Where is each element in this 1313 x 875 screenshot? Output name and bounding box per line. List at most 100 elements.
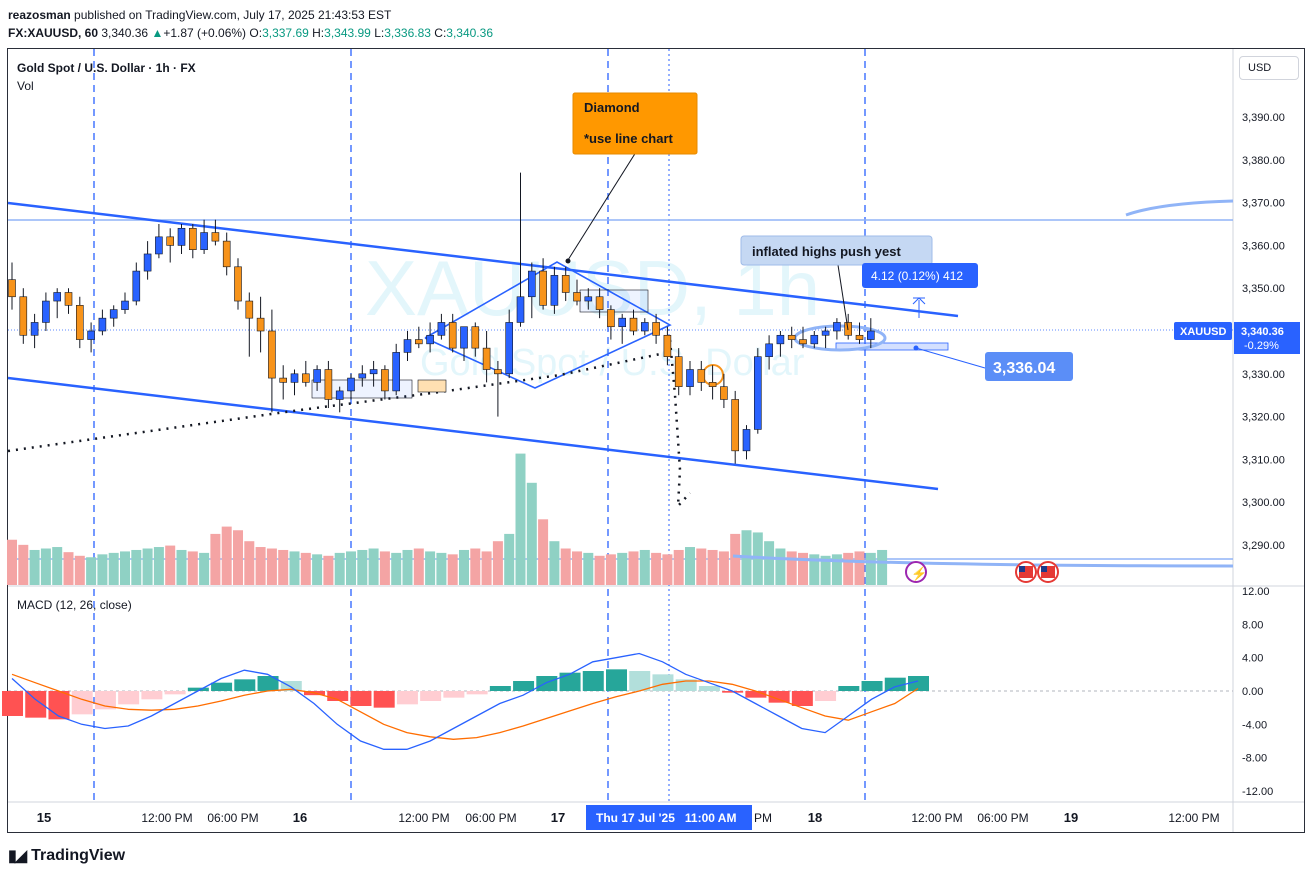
candle-body xyxy=(833,322,841,332)
candle xyxy=(369,360,378,387)
volume-bar xyxy=(865,552,876,585)
candle xyxy=(561,266,570,302)
symbol-label: FX:XAUUSD, 60 xyxy=(8,26,99,40)
candle-body xyxy=(652,322,660,336)
diamond-callout-box[interactable] xyxy=(572,92,698,155)
macd-histogram-bar xyxy=(443,691,465,698)
macd-histogram-bar xyxy=(373,691,395,708)
candle xyxy=(347,373,355,400)
macd-histogram-bar xyxy=(675,679,697,691)
open-label: O: xyxy=(249,26,263,40)
candle xyxy=(494,360,502,417)
currency-button[interactable]: USD xyxy=(1239,56,1299,80)
candle xyxy=(866,318,875,349)
volume-bar xyxy=(594,555,605,585)
diamond-pointer-dot xyxy=(565,258,571,264)
volume-bar xyxy=(504,533,515,585)
candle-body xyxy=(629,317,638,332)
macd-histogram-bar xyxy=(489,686,511,691)
candle-body xyxy=(87,330,95,340)
candle-body xyxy=(279,377,288,383)
candle-body xyxy=(324,369,333,400)
volume-bar xyxy=(165,545,176,585)
price-range-box xyxy=(835,342,949,351)
volume-bar xyxy=(809,554,820,585)
candle-body xyxy=(607,309,615,328)
volume-bar xyxy=(583,552,594,585)
macd-histogram-bar xyxy=(327,691,349,701)
candle xyxy=(505,309,514,379)
inflated-pointer xyxy=(837,264,849,331)
price-callout-box[interactable] xyxy=(985,352,1073,381)
candle xyxy=(358,365,367,387)
candle xyxy=(799,326,807,349)
candle-body xyxy=(53,292,62,302)
up-arrow-icon: ▲ xyxy=(151,26,164,40)
price-tick-label: 3,380.00 xyxy=(1242,155,1285,167)
volume-bar xyxy=(425,551,436,585)
candle xyxy=(482,331,491,383)
candle xyxy=(720,373,728,409)
candle-body xyxy=(76,305,84,340)
candle-body xyxy=(460,326,468,349)
high-label: H: xyxy=(312,26,325,40)
macd-histogram-bar xyxy=(791,691,813,706)
candle xyxy=(550,266,559,314)
macd-histogram-bar xyxy=(536,676,558,691)
candle-body xyxy=(810,334,819,345)
price-axis[interactable]: 3,390.00 3,380.00 3,370.00 3,360.00 3,350.00… xyxy=(1242,112,1285,552)
candle-body xyxy=(561,275,570,293)
author-name: reazosman xyxy=(8,8,71,22)
volume-bar xyxy=(492,541,503,585)
lightning-event-icon[interactable] xyxy=(905,561,927,583)
macd-tick-label: -4.00 xyxy=(1242,719,1267,731)
candle-body xyxy=(821,330,830,336)
candle-body xyxy=(392,352,401,392)
time-tick-label: 12:00 PM xyxy=(1168,811,1219,825)
candle-body xyxy=(787,334,796,340)
time-tick-label: PM xyxy=(754,811,772,825)
diamond-callout-line1: Diamond xyxy=(584,100,640,115)
volume-bar xyxy=(86,557,97,585)
macd-histogram-bar xyxy=(606,669,627,691)
time-axis[interactable]: 15 12:00 PM 06:00 PM 16 12:00 PM 06:00 PM 17 PM… xyxy=(37,810,1220,825)
current-price-value: 3,340.36 xyxy=(1241,326,1284,338)
volume-bar xyxy=(696,548,707,585)
volume-bar xyxy=(142,548,153,585)
current-price-symbol: XAUUSD xyxy=(1180,326,1227,338)
candle xyxy=(256,296,265,353)
price-tick-label: 3,360.00 xyxy=(1242,240,1285,252)
candle xyxy=(301,360,310,387)
candle xyxy=(211,219,220,246)
inflated-callout-box[interactable] xyxy=(740,235,933,266)
candle-body xyxy=(211,232,220,242)
candle-body xyxy=(166,236,174,246)
low-value: 3,336.83 xyxy=(384,26,431,40)
candle xyxy=(821,326,830,349)
candle-body xyxy=(109,309,118,319)
macd-histogram-bar xyxy=(838,686,860,691)
candle-body xyxy=(618,317,627,328)
candle-body xyxy=(8,279,16,298)
time-tick-label: 15 xyxy=(37,810,51,825)
candle-body xyxy=(640,322,649,332)
macd-histogram-bar xyxy=(71,691,93,715)
candle-body xyxy=(765,343,773,357)
volume-bar xyxy=(413,548,424,585)
candle-body xyxy=(301,373,310,383)
candle xyxy=(414,326,423,349)
candle xyxy=(381,365,389,400)
us-flag-canton-2 xyxy=(1041,566,1047,572)
candles xyxy=(8,172,875,464)
candle xyxy=(324,360,333,409)
candle-body xyxy=(776,334,785,345)
candle-body xyxy=(414,339,423,345)
candle xyxy=(674,348,683,396)
candle-body xyxy=(121,300,129,310)
candle-body xyxy=(448,322,457,349)
high-value: 3,343.99 xyxy=(324,26,371,40)
candle xyxy=(742,425,751,460)
candle xyxy=(663,326,672,366)
macd-histogram-bar xyxy=(211,682,233,691)
